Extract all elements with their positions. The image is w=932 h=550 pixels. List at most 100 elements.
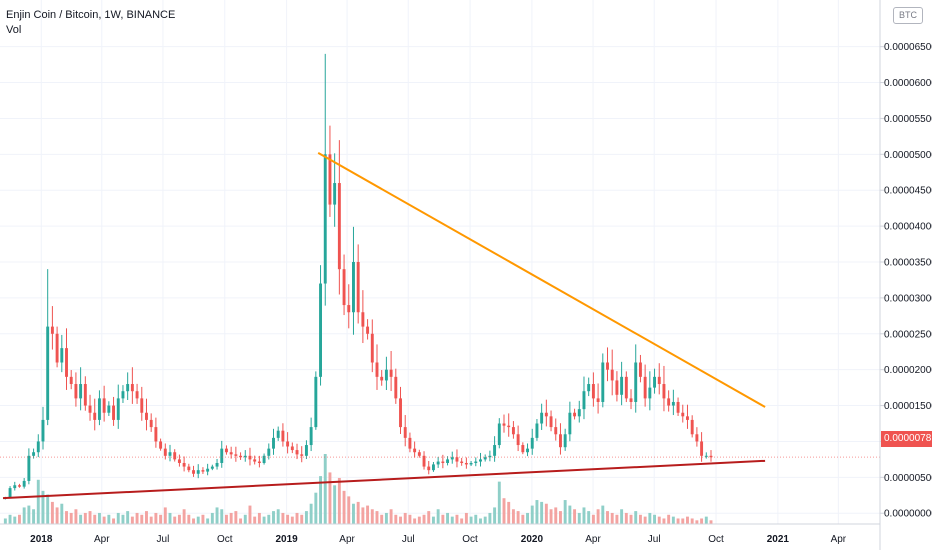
candle-body <box>314 376 318 428</box>
volume-bar <box>319 476 322 524</box>
trendlines[interactable] <box>2 152 766 500</box>
y-tick-label: 0.00005500 <box>884 114 932 125</box>
volume-bar <box>559 511 562 524</box>
volume-bar <box>431 516 435 524</box>
resistance-trendline <box>317 152 766 408</box>
candle-body <box>46 326 50 420</box>
volume-bar <box>417 516 421 524</box>
candle-body <box>606 362 609 370</box>
candle-body <box>511 427 515 435</box>
time-axis[interactable]: 2018 Apr Jul Oct 2019 Apr Jul Oct 2020 Apr Jul Oct 2… <box>30 534 847 545</box>
candle-body <box>168 452 172 456</box>
candle-body <box>121 391 125 399</box>
symbol-title[interactable]: Enjin Coin / Bitcoin, 1W, BINANCE <box>6 9 176 21</box>
volume-bar <box>450 516 454 524</box>
volume-bar <box>535 500 539 524</box>
volume-bar <box>577 512 581 524</box>
volume-bar <box>422 514 426 524</box>
volume-bar <box>182 509 186 524</box>
volume-bar <box>41 490 45 524</box>
candle-body <box>549 416 553 428</box>
candle-body <box>361 312 365 327</box>
volume-bar <box>69 512 73 524</box>
candle-body <box>319 283 322 377</box>
volume-bar <box>380 514 384 524</box>
candle-body <box>18 485 21 487</box>
candle-body <box>290 446 294 451</box>
candle-body <box>530 437 534 449</box>
candle-body <box>145 412 148 420</box>
volume-bar <box>540 501 544 524</box>
candle-body <box>295 450 299 455</box>
x-tick-label: 2019 <box>275 534 298 545</box>
candle-body <box>657 376 661 385</box>
volume-bar <box>488 512 492 524</box>
candle-body <box>32 452 36 456</box>
candle-body <box>50 326 54 334</box>
volume-bar <box>526 512 529 524</box>
candle-body <box>582 391 586 410</box>
volume-bar <box>516 511 520 524</box>
candle-body <box>323 154 327 284</box>
volume-bar <box>337 477 341 524</box>
volume-bar <box>187 514 191 524</box>
x-tick-label: 2021 <box>767 534 790 545</box>
volume-bar <box>220 509 224 524</box>
volume-bar <box>389 509 393 524</box>
candle-body <box>60 348 64 363</box>
volume-label[interactable]: Vol <box>6 24 22 36</box>
volume-bar <box>563 500 567 524</box>
candle-body <box>79 384 83 399</box>
candle-body <box>502 423 506 426</box>
volume-bar <box>32 509 36 524</box>
volume-bar <box>399 516 402 524</box>
volume-bar <box>695 520 699 524</box>
candle-body <box>74 384 78 399</box>
volume-bar <box>375 511 379 524</box>
volume-bar <box>46 494 50 524</box>
candle-body <box>163 448 167 456</box>
candle-body <box>102 398 106 413</box>
candle-body <box>540 412 544 424</box>
candle-body <box>309 427 313 446</box>
x-tick-label: Oct <box>708 534 724 545</box>
volume-bar <box>530 505 534 524</box>
volume-bar <box>638 514 642 524</box>
candle-body <box>65 348 68 377</box>
volume-bar <box>145 511 148 524</box>
y-tick-label: 0.00005000 <box>884 150 932 161</box>
candle-body <box>159 441 163 449</box>
volume-bar <box>173 516 177 524</box>
candle-body <box>389 369 393 377</box>
currency-badge[interactable]: BTC <box>893 7 923 24</box>
candle-body <box>450 457 454 460</box>
y-tick-label: 0.00002000 <box>884 365 932 376</box>
candle-body <box>239 455 243 458</box>
candle-body <box>220 448 224 463</box>
volume-bar <box>704 516 708 524</box>
candle-body <box>300 454 304 456</box>
volume-bar <box>309 503 313 524</box>
candle-body <box>267 448 271 456</box>
volume-bar <box>653 514 657 524</box>
candle-body <box>234 454 238 456</box>
volume-bar <box>671 516 675 524</box>
candle-body <box>638 362 642 377</box>
volume-bar <box>483 516 487 524</box>
candle-body <box>526 448 529 453</box>
price-axis[interactable]: 0.000000000.000005000.000010000.00001500… <box>880 42 932 520</box>
volume-bar <box>446 512 450 524</box>
volume-bar <box>18 514 21 524</box>
volume-bar <box>606 511 609 524</box>
candle-body <box>497 423 501 446</box>
volume-bar <box>507 501 511 524</box>
volume-bar <box>272 511 275 524</box>
candle-body <box>591 384 595 399</box>
candle-body <box>620 376 624 395</box>
volume-bar <box>257 512 261 524</box>
volume-bar <box>620 509 624 524</box>
candle-body <box>107 405 111 413</box>
candle-body <box>408 437 412 449</box>
candle-body <box>356 262 360 313</box>
